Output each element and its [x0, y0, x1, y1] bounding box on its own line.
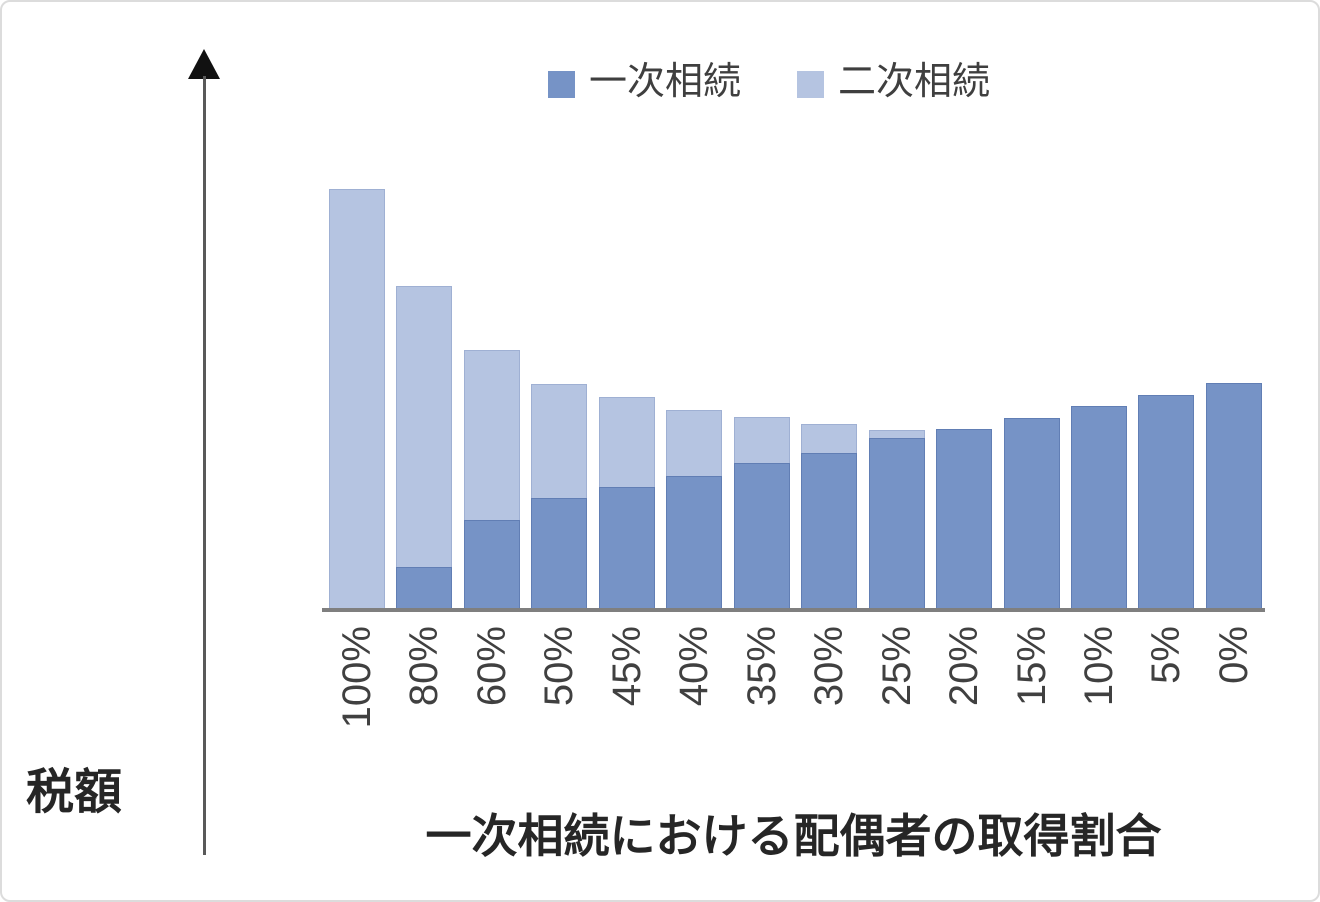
bar-segment-secondary [868, 430, 925, 438]
x-tick-label: 5% [1144, 626, 1189, 684]
bar-segment-primary [396, 567, 453, 610]
x-axis-baseline [322, 608, 1265, 612]
bar-segment-primary [733, 463, 790, 610]
x-tick-label: 80% [402, 626, 447, 707]
x-tick-label: 20% [942, 626, 987, 707]
y-axis-line [203, 76, 206, 855]
x-tick-cell: 10% [1071, 626, 1127, 796]
legend-item-secondary: 二次相続 [797, 60, 990, 104]
bar-segment-primary [463, 520, 520, 610]
x-tick-cell: 45% [599, 626, 655, 796]
bar-segment-primary [666, 476, 723, 610]
bar-25% [868, 430, 925, 610]
legend-label-primary: 一次相続 [589, 61, 742, 103]
bar-segment-secondary [329, 189, 385, 610]
x-tick-labels: 100% 80% 60% 50% 45% 40% 35% 30% 25% 20% 15% 10% 5% 0… [329, 626, 1262, 796]
bar-segment-primary [1003, 418, 1060, 610]
bar-segment-primary [801, 453, 858, 610]
x-tick-cell: 5% [1138, 626, 1194, 796]
bar-20% [936, 429, 993, 610]
bars-area [329, 2, 1262, 610]
x-tick-label: 35% [739, 626, 784, 707]
bar-5% [1138, 395, 1195, 610]
bar-100% [329, 189, 385, 610]
legend-swatch-primary-icon [548, 70, 575, 98]
legend: 一次相続 二次相続 [548, 60, 990, 104]
x-tick-cell: 0% [1206, 626, 1262, 796]
y-axis-label: 税額 [26, 766, 123, 819]
bar-segment-primary [598, 487, 655, 610]
x-tick-cell: 40% [666, 626, 722, 796]
x-tick-label: 40% [672, 626, 717, 707]
x-tick-cell: 20% [936, 626, 992, 796]
x-tick-cell: 80% [396, 626, 452, 796]
x-tick-cell: 35% [734, 626, 790, 796]
x-tick-label: 15% [1009, 626, 1054, 707]
bar-segment-primary [1205, 383, 1262, 610]
x-axis-title: 一次相続における配偶者の取得割合 [425, 810, 1162, 862]
legend-item-primary: 一次相続 [548, 60, 741, 104]
x-tick-label: 0% [1211, 626, 1256, 684]
x-tick-label: 25% [874, 626, 919, 707]
bar-segment-secondary [531, 384, 588, 498]
bar-45% [598, 397, 655, 610]
x-tick-cell: 60% [464, 626, 520, 796]
bar-80% [396, 286, 453, 610]
bar-segment-secondary [733, 417, 790, 463]
x-tick-label: 100% [335, 626, 379, 729]
x-tick-label: 10% [1076, 626, 1121, 707]
bar-segment-primary [531, 498, 588, 610]
bar-40% [666, 410, 723, 610]
bar-30% [801, 424, 858, 610]
x-tick-cell: 15% [1004, 626, 1060, 796]
x-tick-label: 45% [604, 626, 649, 707]
bar-segment-secondary [396, 286, 453, 567]
bar-segment-primary [1138, 395, 1195, 610]
bar-segment-secondary [801, 424, 858, 453]
x-tick-cell: 25% [869, 626, 925, 796]
x-tick-label: 50% [537, 626, 582, 707]
legend-swatch-secondary-icon [797, 70, 825, 98]
bar-segment-secondary [666, 410, 723, 476]
bar-segment-secondary [598, 397, 655, 487]
bar-segment-primary [868, 438, 925, 610]
bar-segment-primary [1070, 406, 1127, 610]
bar-60% [463, 350, 520, 610]
x-tick-cell: 50% [531, 626, 587, 796]
x-tick-cell: 30% [801, 626, 857, 796]
bar-segment-secondary [463, 350, 520, 520]
legend-label-secondary: 二次相続 [838, 61, 991, 103]
bar-35% [733, 417, 790, 610]
bar-10% [1070, 406, 1127, 610]
x-tick-label: 60% [469, 626, 514, 707]
bar-segment-primary [936, 429, 993, 610]
y-axis-arrowhead-icon [188, 49, 220, 79]
x-tick-cell: 100% [329, 626, 385, 796]
bar-50% [531, 384, 588, 610]
x-tick-label: 30% [807, 626, 852, 707]
bar-15% [1003, 418, 1060, 610]
bar-0% [1205, 383, 1262, 610]
